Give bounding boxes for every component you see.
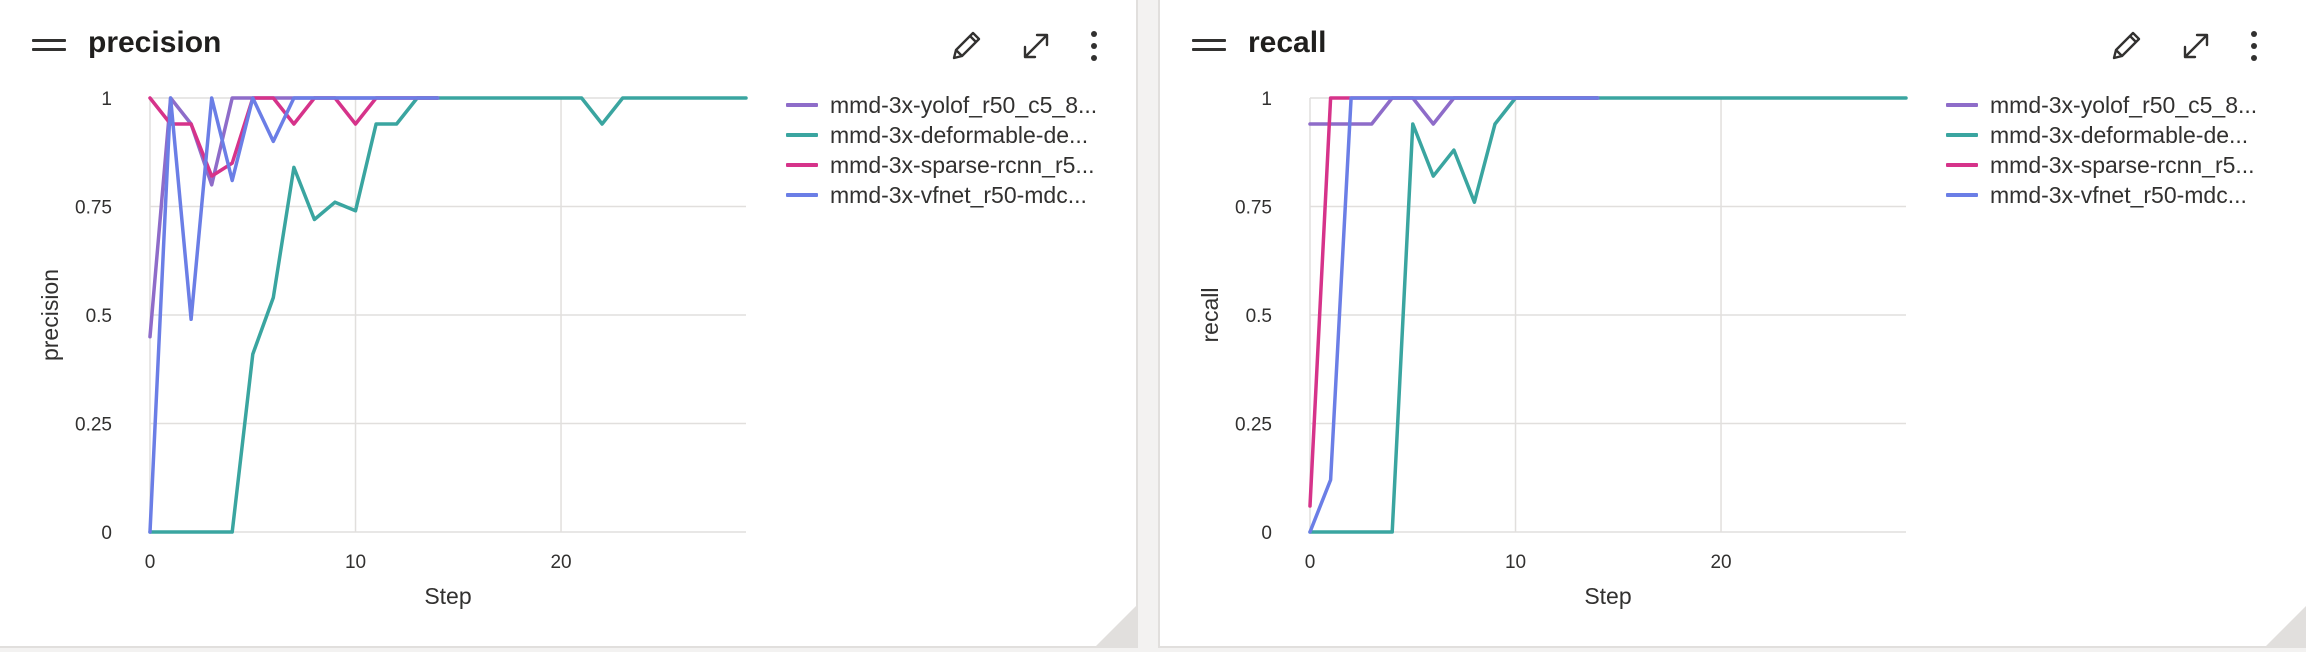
card-header: precision — [0, 0, 1136, 92]
x-axis-label: Step — [1584, 583, 1631, 609]
more-vertical-icon — [1091, 31, 1097, 61]
y-tick-label: 0.75 — [75, 198, 112, 219]
x-tick-label: 10 — [1505, 552, 1526, 573]
legend-label: mmd-3x-sparse-rcnn_r5... — [1990, 151, 2255, 178]
series-line — [1308, 96, 1908, 534]
resize-corner-icon[interactable] — [2266, 606, 2306, 646]
legend-item[interactable]: mmd-3x-yolof_r50_c5_8... — [786, 90, 1097, 120]
legend-swatch — [1946, 163, 1978, 167]
expand-icon — [1023, 33, 1049, 59]
chart-card-precision: precision 0 0.25 0.5 0.75 1 0 10 20 Step precisio… — [0, 0, 1138, 648]
edit-button[interactable] — [2102, 22, 2150, 70]
legend-label: mmd-3x-deformable-de... — [1990, 121, 2249, 148]
legend-item[interactable]: mmd-3x-yolof_r50_c5_8... — [1946, 90, 2257, 120]
pencil-icon — [2112, 31, 2141, 60]
expand-button[interactable] — [2172, 22, 2220, 70]
legend-item[interactable]: mmd-3x-sparse-rcnn_r5... — [1946, 150, 2257, 180]
legend-swatch — [786, 133, 818, 137]
drag-handle-icon[interactable] — [1192, 39, 1226, 53]
legend-item[interactable]: mmd-3x-vfnet_r50-mdc... — [1946, 180, 2257, 210]
legend-label: mmd-3x-sparse-rcnn_r5... — [830, 151, 1095, 178]
legend-label: mmd-3x-yolof_r50_c5_8... — [830, 91, 1098, 118]
legend-swatch — [786, 103, 818, 107]
series-line — [148, 96, 440, 178]
legend-swatch — [786, 193, 818, 197]
expand-icon — [2183, 33, 2209, 59]
card-header: recall — [1160, 0, 2306, 92]
edit-button[interactable] — [942, 22, 990, 70]
more-options-button[interactable] — [2230, 22, 2278, 70]
x-tick-label: 0 — [1305, 552, 1316, 573]
expand-button[interactable] — [1012, 22, 1060, 70]
series-line — [1308, 96, 1600, 126]
y-tick-label: 0.75 — [1235, 198, 1272, 219]
y-tick-label: 0.5 — [86, 306, 112, 327]
resize-corner-icon[interactable] — [1096, 606, 1136, 646]
x-tick-label: 0 — [145, 552, 156, 573]
series-line — [148, 96, 440, 534]
legend-swatch — [1946, 103, 1978, 107]
legend-label: mmd-3x-deformable-de... — [830, 121, 1089, 148]
drag-handle-icon[interactable] — [32, 39, 66, 53]
legend-item[interactable]: mmd-3x-deformable-de... — [1946, 120, 2257, 150]
legend-item[interactable]: mmd-3x-sparse-rcnn_r5... — [786, 150, 1097, 180]
y-tick-label: 0.5 — [1246, 306, 1272, 327]
more-options-button[interactable] — [1070, 22, 1118, 70]
y-tick-label: 1 — [101, 89, 112, 110]
legend: mmd-3x-yolof_r50_c5_8... mmd-3x-deformab… — [1946, 90, 2257, 210]
x-axis-label: Step — [424, 583, 471, 609]
y-axis-label: recall — [1197, 288, 1223, 343]
pencil-icon — [952, 31, 981, 60]
x-tick-label: 20 — [550, 552, 571, 573]
legend-item[interactable]: mmd-3x-deformable-de... — [786, 120, 1097, 150]
y-tick-label: 0.25 — [1235, 415, 1272, 436]
chart-card-recall: recall 0 0.25 0.5 0.75 1 0 10 20 Step recall mmd-… — [1158, 0, 2306, 648]
legend-swatch — [1946, 193, 1978, 197]
y-tick-label: 0 — [101, 523, 112, 544]
series-line — [1308, 96, 1600, 508]
legend-swatch — [1946, 133, 1978, 137]
more-vertical-icon — [2251, 31, 2257, 61]
legend-label: mmd-3x-vfnet_r50-mdc... — [830, 181, 1087, 208]
y-tick-label: 1 — [1261, 89, 1272, 110]
legend-swatch — [786, 163, 818, 167]
card-title: recall — [1248, 26, 1327, 59]
card-title: precision — [88, 26, 222, 59]
legend-label: mmd-3x-yolof_r50_c5_8... — [1990, 91, 2258, 118]
y-tick-label: 0 — [1261, 523, 1272, 544]
legend-label: mmd-3x-vfnet_r50-mdc... — [1990, 181, 2247, 208]
y-tick-label: 0.25 — [75, 415, 112, 436]
series-line — [1308, 96, 1600, 534]
x-tick-label: 20 — [1710, 552, 1731, 573]
legend-item[interactable]: mmd-3x-vfnet_r50-mdc... — [786, 180, 1097, 210]
x-tick-label: 10 — [345, 552, 366, 573]
series-line — [148, 96, 748, 534]
legend: mmd-3x-yolof_r50_c5_8... mmd-3x-deformab… — [786, 90, 1097, 210]
y-axis-label: precision — [37, 269, 63, 361]
